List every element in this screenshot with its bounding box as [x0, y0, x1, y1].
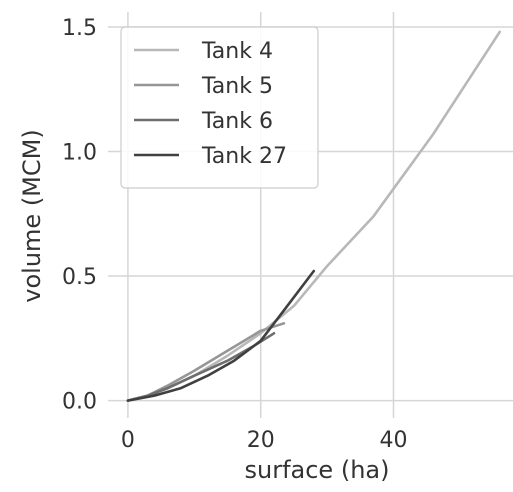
legend-label: Tank 5 [201, 74, 273, 99]
x-axis-label: surface (ha) [245, 456, 390, 484]
y-tick-label: 0.0 [62, 390, 97, 415]
y-axis-ticks: 0.0 0.5 1.0 1.5 [62, 16, 97, 415]
x-tick-label: 20 [247, 428, 275, 453]
x-tick-label: 40 [379, 428, 407, 453]
y-tick-label: 0.5 [62, 265, 97, 290]
legend-label: Tank 4 [201, 39, 273, 64]
x-axis-ticks: 0 20 40 [121, 428, 408, 453]
x-tick-label: 0 [121, 428, 135, 453]
y-axis-label: volume (MCM) [18, 129, 46, 302]
y-tick-label: 1.5 [62, 16, 97, 41]
y-tick-label: 1.0 [62, 140, 97, 165]
legend-label: Tank 6 [201, 109, 273, 134]
series-line-tank-27 [126, 269, 316, 402]
series-lines [126, 30, 502, 402]
legend-label: Tank 27 [201, 144, 287, 169]
legend-box [120, 26, 319, 189]
legend: Tank 4 Tank 5 Tank 6 Tank 27 [120, 26, 319, 189]
